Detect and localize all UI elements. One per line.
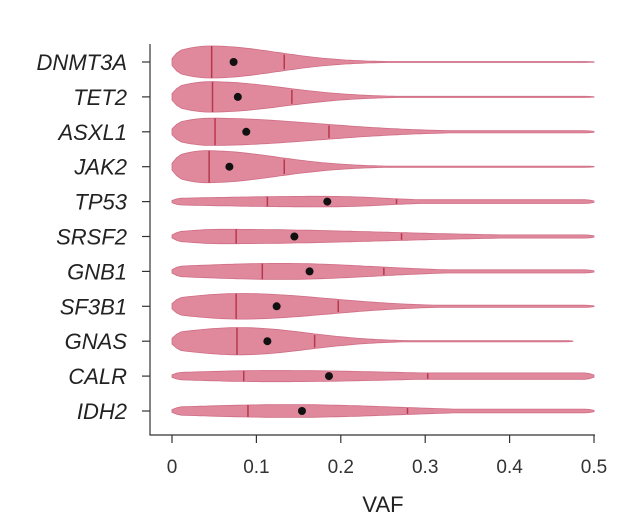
x-tick-label: 0.2 xyxy=(328,457,354,478)
violin-calr xyxy=(171,370,595,383)
violin-asxl1 xyxy=(171,117,595,146)
mean-dot xyxy=(324,372,333,381)
gene-label: TET2 xyxy=(73,85,127,110)
violin-jak2 xyxy=(171,150,595,184)
mean-dot xyxy=(225,162,234,171)
mean-dot xyxy=(242,127,251,136)
x-tick-label: 0.1 xyxy=(243,457,269,478)
gene-label: ASXL1 xyxy=(57,120,128,145)
violin-dnmt3a xyxy=(171,45,595,79)
violin-gnb1 xyxy=(171,263,595,280)
violin-body xyxy=(171,45,595,79)
violin-group xyxy=(171,45,595,418)
x-tick-label: 0.3 xyxy=(412,457,438,478)
violin-body xyxy=(171,263,595,280)
x-tick-label: 0.4 xyxy=(496,457,523,478)
mean-dot xyxy=(229,58,238,66)
violin-body xyxy=(171,293,595,320)
mean-dot xyxy=(233,92,242,101)
gene-label: GNAS xyxy=(65,329,128,354)
violin-body xyxy=(171,327,574,356)
gene-label: DNMT3A xyxy=(37,50,127,75)
violin-sf3b1 xyxy=(171,293,595,320)
gene-label: IDH2 xyxy=(77,399,127,424)
violin-idh2 xyxy=(171,404,595,418)
y-axis-line xyxy=(149,44,595,436)
axes xyxy=(149,44,595,436)
violin-tp53 xyxy=(171,195,595,208)
mean-dot xyxy=(323,197,332,206)
gene-label: JAK2 xyxy=(73,155,127,180)
violin-body xyxy=(171,150,595,184)
mean-dot xyxy=(290,232,299,241)
violin-srsf2 xyxy=(171,228,595,245)
mean-dot xyxy=(263,337,272,346)
mean-dot xyxy=(305,267,314,276)
gene-label: SF3B1 xyxy=(60,294,127,319)
violin-tet2 xyxy=(171,81,595,113)
x-axis-label: VAF xyxy=(362,492,403,517)
violin-body xyxy=(171,404,595,418)
mean-dot xyxy=(297,407,306,415)
gene-labels: DNMT3A TET2 ASXL1 JAK2 TP53 SRSF2 GNB1 SF3B1 GNA… xyxy=(37,50,150,424)
gene-label: GNB1 xyxy=(67,259,127,284)
x-tick-label: 0 xyxy=(167,457,178,478)
violin-body xyxy=(171,117,595,146)
gene-label: SRSF2 xyxy=(56,225,127,250)
gene-label: TP53 xyxy=(74,190,127,215)
mean-dot xyxy=(272,302,281,311)
violin-body xyxy=(171,228,595,245)
x-tick-label: 0.5 xyxy=(581,457,607,478)
violin-body xyxy=(171,370,595,383)
violin-body xyxy=(171,195,595,208)
x-ticks: 0 0.1 0.2 0.3 0.4 0.5 xyxy=(167,435,607,478)
violin-gnas xyxy=(171,327,574,356)
gene-label: CALR xyxy=(68,364,127,389)
violin-body xyxy=(171,81,595,113)
